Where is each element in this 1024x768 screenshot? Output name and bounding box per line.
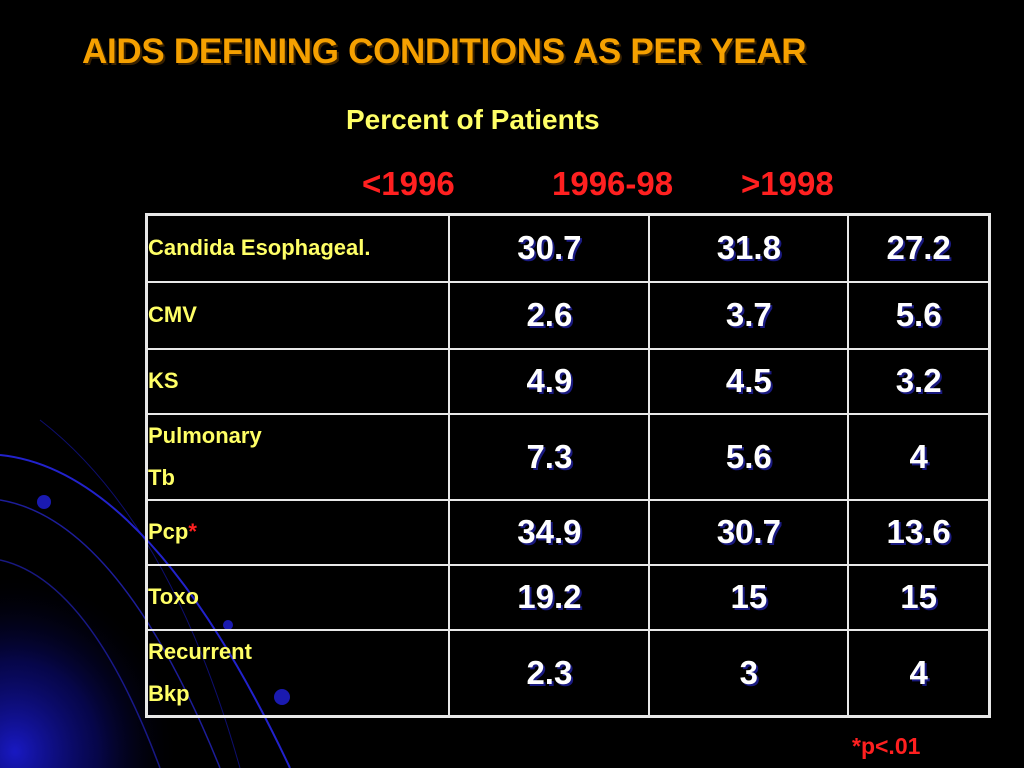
row-label: CMV bbox=[148, 302, 197, 327]
table-row: Pulmonary Tb 7.3 5.6 4 bbox=[145, 412, 991, 501]
decor-dot-1 bbox=[37, 495, 51, 509]
value-cell: 4.9 bbox=[448, 347, 651, 415]
row-label-text: Pcp bbox=[148, 519, 189, 544]
conditions-table: Candida Esophageal. 30.7 31.8 27.2 CMV 2… bbox=[145, 213, 991, 718]
row-label-line-2: Bkp bbox=[148, 680, 190, 706]
column-header-post-1998: >1998 bbox=[741, 165, 834, 202]
value-cell: 3.7 bbox=[648, 280, 850, 350]
row-label: KS bbox=[148, 368, 179, 393]
table-row: Toxo 19.2 15 15 bbox=[145, 563, 991, 631]
value-cell: 3.2 bbox=[847, 347, 991, 415]
table-row: CMV 2.6 3.7 5.6 bbox=[145, 280, 991, 350]
row-label-line-1: Recurrent bbox=[148, 638, 252, 664]
value-cell: 2.3 bbox=[448, 628, 651, 717]
value-cell: 3 bbox=[648, 628, 850, 717]
row-label-cell: Toxo bbox=[145, 563, 451, 631]
row-label-cell: Recurrent Bkp bbox=[145, 628, 451, 717]
row-label-cell: Pulmonary Tb bbox=[145, 412, 451, 501]
column-header-pre-1996: <1996 bbox=[362, 165, 455, 202]
row-label-cell: CMV bbox=[145, 280, 451, 350]
row-label: Toxo bbox=[148, 584, 199, 609]
value-cell: 34.9 bbox=[448, 498, 651, 566]
row-label: Pcp* bbox=[148, 511, 448, 553]
footnote: *p<.01 bbox=[852, 733, 921, 759]
value-cell: 4.5 bbox=[648, 347, 850, 415]
row-label-cell: KS bbox=[145, 347, 451, 415]
table-row: KS 4.9 4.5 3.2 bbox=[145, 347, 991, 415]
column-header-1996-98: 1996-98 bbox=[552, 165, 674, 202]
value-cell: 5.6 bbox=[648, 412, 850, 501]
value-cell: 30.7 bbox=[648, 498, 850, 566]
slide-title: AIDS DEFINING CONDITIONS AS PER YEAR bbox=[82, 32, 807, 71]
significance-marker: * bbox=[188, 519, 197, 544]
value-cell: 27.2 bbox=[847, 213, 991, 283]
value-cell: 19.2 bbox=[448, 563, 651, 631]
value-cell: 31.8 bbox=[648, 213, 850, 283]
row-label-cell: Pcp* bbox=[145, 498, 451, 566]
value-cell: 30.7 bbox=[448, 213, 651, 283]
table-row: Candida Esophageal. 30.7 31.8 27.2 bbox=[145, 213, 991, 283]
value-cell: 4 bbox=[847, 412, 991, 501]
table-row: Pcp* 34.9 30.7 13.6 bbox=[145, 498, 991, 566]
value-cell: 13.6 bbox=[847, 498, 991, 566]
row-label-cell: Candida Esophageal. bbox=[145, 213, 451, 283]
value-cell: 4 bbox=[847, 628, 991, 717]
value-cell: 5.6 bbox=[847, 280, 991, 350]
row-label-line-2: Tb bbox=[148, 464, 175, 490]
table-row: Recurrent Bkp 2.3 3 4 bbox=[145, 628, 991, 717]
value-cell: 15 bbox=[847, 563, 991, 631]
decor-arc-3 bbox=[0, 559, 161, 768]
slide-subtitle: Percent of Patients bbox=[346, 104, 600, 135]
row-label-line-1: Pulmonary bbox=[148, 422, 262, 448]
value-cell: 7.3 bbox=[448, 412, 651, 501]
row-label: Candida Esophageal. bbox=[148, 235, 371, 261]
value-cell: 15 bbox=[648, 563, 850, 631]
value-cell: 2.6 bbox=[448, 280, 651, 350]
